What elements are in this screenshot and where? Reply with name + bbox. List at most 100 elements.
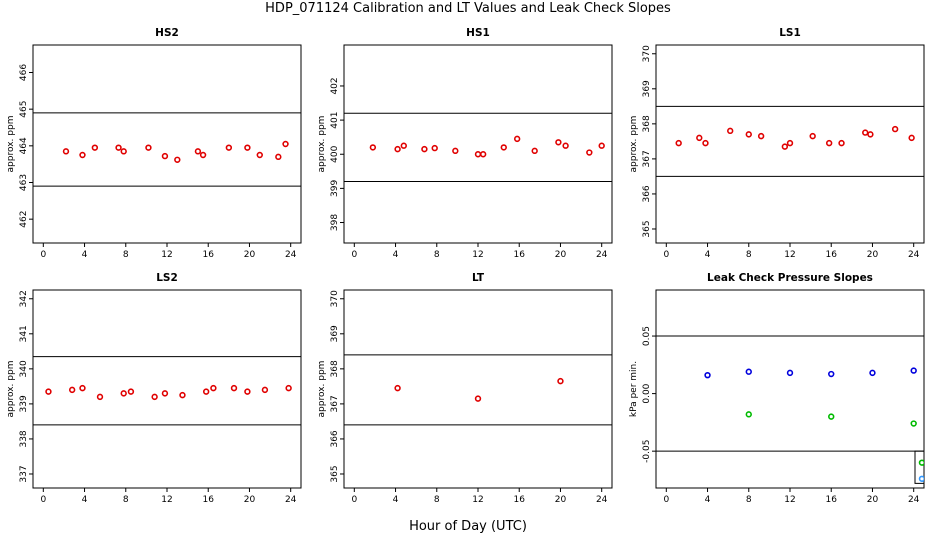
data-point	[696, 134, 703, 142]
x-tick-label: 24	[908, 250, 920, 260]
x-tick-label: 8	[434, 495, 440, 505]
y-tick-label: 466	[19, 64, 29, 81]
y-tick-label: 398	[330, 214, 340, 231]
y-tick-label: 340	[19, 360, 29, 377]
y-axis-label: approx. ppm	[6, 361, 16, 418]
x-tick-label: 12	[161, 495, 172, 505]
x-tick-label: 8	[746, 495, 752, 505]
data-point	[562, 142, 569, 149]
plot-frame	[343, 44, 613, 244]
data-point	[256, 151, 263, 159]
data-point	[45, 388, 52, 395]
x-tick-label: 16	[826, 495, 838, 505]
x-tick-label: 0	[351, 250, 357, 260]
y-tick-label: 365	[330, 465, 340, 482]
panel-title: Leak Check Pressure Slopes	[707, 272, 873, 284]
data-point	[809, 132, 816, 140]
data-point	[745, 411, 752, 418]
y-tick-label: 369	[642, 80, 652, 97]
x-tick-label: 20	[244, 250, 256, 260]
data-point	[757, 132, 765, 140]
y-tick-label: 370	[642, 45, 652, 62]
data-point	[179, 391, 186, 399]
data-points	[394, 377, 564, 402]
y-tick-label: 0.05	[642, 326, 652, 346]
y-axis-label: approx. ppm	[317, 116, 327, 173]
data-point	[115, 144, 122, 151]
x-tick-label: 12	[472, 495, 483, 505]
data-point	[555, 139, 562, 146]
y-tick-label: 341	[19, 325, 29, 342]
data-points	[62, 140, 289, 163]
panel-title: LS2	[156, 272, 178, 284]
data-point	[79, 151, 86, 159]
data-point	[261, 386, 269, 394]
x-tick-label: 4	[82, 250, 88, 260]
data-point	[745, 368, 752, 375]
data-point	[910, 420, 917, 427]
data-point	[908, 134, 915, 142]
x-tick-label: 4	[393, 495, 399, 505]
data-point	[727, 127, 734, 135]
y-tick-label: 366	[642, 185, 652, 202]
panel-title: LS1	[779, 27, 801, 39]
x-tick-label: 24	[285, 250, 297, 260]
data-point	[275, 153, 282, 161]
x-tick-label: 12	[784, 250, 795, 260]
y-tick-label: 464	[19, 137, 29, 154]
panel-title: HS1	[466, 27, 490, 39]
plot-frame	[655, 289, 925, 489]
data-point	[120, 148, 127, 155]
x-tick-label: 4	[705, 250, 711, 260]
data-point	[474, 395, 482, 402]
data-point	[244, 388, 251, 395]
data-point	[918, 459, 924, 466]
x-tick-label: 0	[40, 250, 46, 260]
data-point	[421, 145, 428, 153]
x-tick-label: 16	[514, 250, 526, 260]
x-tick-label: 12	[472, 250, 483, 260]
data-point	[586, 149, 593, 156]
data-point	[285, 384, 292, 392]
data-point	[452, 147, 459, 155]
y-tick-label: 0.00	[642, 383, 652, 403]
data-point	[828, 413, 835, 420]
y-tick-label: 366	[330, 430, 340, 447]
data-point	[702, 139, 709, 147]
y-tick-label: 399	[330, 180, 340, 197]
data-point	[825, 139, 833, 147]
x-tick-label: 16	[203, 250, 215, 260]
panel-2: HS1 0 4 8 12 16 20 24 398 399 400 401 402 approx. ppm	[317, 27, 613, 260]
x-tick-label: 8	[746, 250, 752, 260]
data-point	[500, 144, 507, 151]
data-point	[91, 144, 99, 151]
data-point	[828, 370, 835, 378]
x-tick-label: 24	[596, 495, 608, 505]
x-tick-label: 16	[826, 250, 838, 260]
data-point	[161, 390, 169, 397]
x-tick-label: 16	[514, 495, 526, 505]
y-tick-label: 339	[19, 395, 29, 412]
data-point	[369, 144, 377, 151]
y-tick-label: 369	[330, 325, 340, 342]
data-points	[704, 367, 924, 482]
data-points	[369, 135, 605, 158]
x-tick-label: 0	[663, 250, 669, 260]
bracket-marker	[914, 450, 924, 484]
data-point	[225, 144, 233, 151]
x-tick-label: 4	[82, 495, 88, 505]
data-points	[45, 384, 292, 401]
x-tick-label: 4	[705, 495, 711, 505]
x-tick-label: 0	[351, 495, 357, 505]
y-tick-label: -0.05	[642, 440, 652, 463]
data-point	[704, 371, 711, 379]
panel-title: LT	[472, 272, 485, 284]
data-point	[675, 139, 682, 147]
panel-5: LT 0 4 8 12 16 20 24 365 366 367 368 369 370 approx. p…	[317, 272, 613, 505]
x-tick-label: 16	[203, 495, 215, 505]
data-point	[282, 140, 289, 148]
x-tick-label: 20	[555, 495, 567, 505]
x-tick-label: 4	[393, 250, 399, 260]
y-tick-label: 462	[19, 211, 29, 228]
